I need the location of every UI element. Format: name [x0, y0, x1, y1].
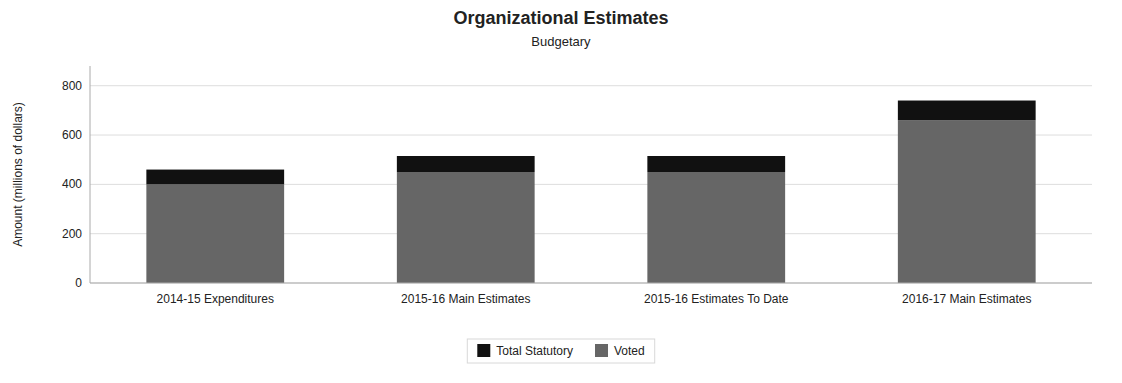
- legend-label: Voted: [614, 344, 645, 358]
- bar: [898, 120, 1036, 283]
- x-axis-line: [90, 283, 1092, 284]
- legend-swatch: [477, 344, 490, 357]
- bar: [647, 172, 785, 283]
- x-axis: 2014-15 Expenditures 2015-16 Main Estimat…: [157, 292, 1032, 306]
- bar: [397, 156, 535, 172]
- y-tick-label: 200: [62, 227, 82, 241]
- y-tick-label: 800: [62, 79, 82, 93]
- subtitle: Budgetary: [531, 34, 591, 49]
- bar: [898, 101, 1036, 121]
- grid-line: [90, 85, 1092, 86]
- bar: [397, 172, 535, 283]
- y-tick-label: 600: [62, 128, 82, 142]
- title: Organizational Estimates: [453, 8, 668, 28]
- bar: [146, 184, 284, 283]
- y-tick-label: 400: [62, 177, 82, 191]
- y-axis-line: [90, 66, 91, 283]
- grid-line: [90, 283, 1092, 284]
- legend-label: Total Statutory: [496, 344, 573, 358]
- y-tick-label: 0: [75, 276, 82, 290]
- chart-container: Organizational Estimates Budgetary 0 200 400…: [0, 0, 1122, 383]
- legend-frame: [467, 339, 654, 363]
- x-tick-label: 2014-15 Expenditures: [157, 292, 274, 306]
- legend: Total Statutory Voted: [477, 344, 644, 358]
- y-axis: 0 200 400 600 800: [62, 79, 1092, 290]
- bars: [146, 101, 1035, 283]
- x-tick-label: 2015-16 Estimates To Date: [644, 292, 789, 306]
- chart: Organizational Estimates Budgetary 0 200 400…: [0, 0, 1122, 383]
- bar: [146, 170, 284, 185]
- x-tick-label: 2015-16 Main Estimates: [401, 292, 530, 306]
- y-axis-label: Amount (millions of dollars): [11, 102, 25, 247]
- legend-swatch: [595, 344, 608, 357]
- x-tick-label: 2016-17 Main Estimates: [902, 292, 1031, 306]
- bar: [647, 156, 785, 172]
